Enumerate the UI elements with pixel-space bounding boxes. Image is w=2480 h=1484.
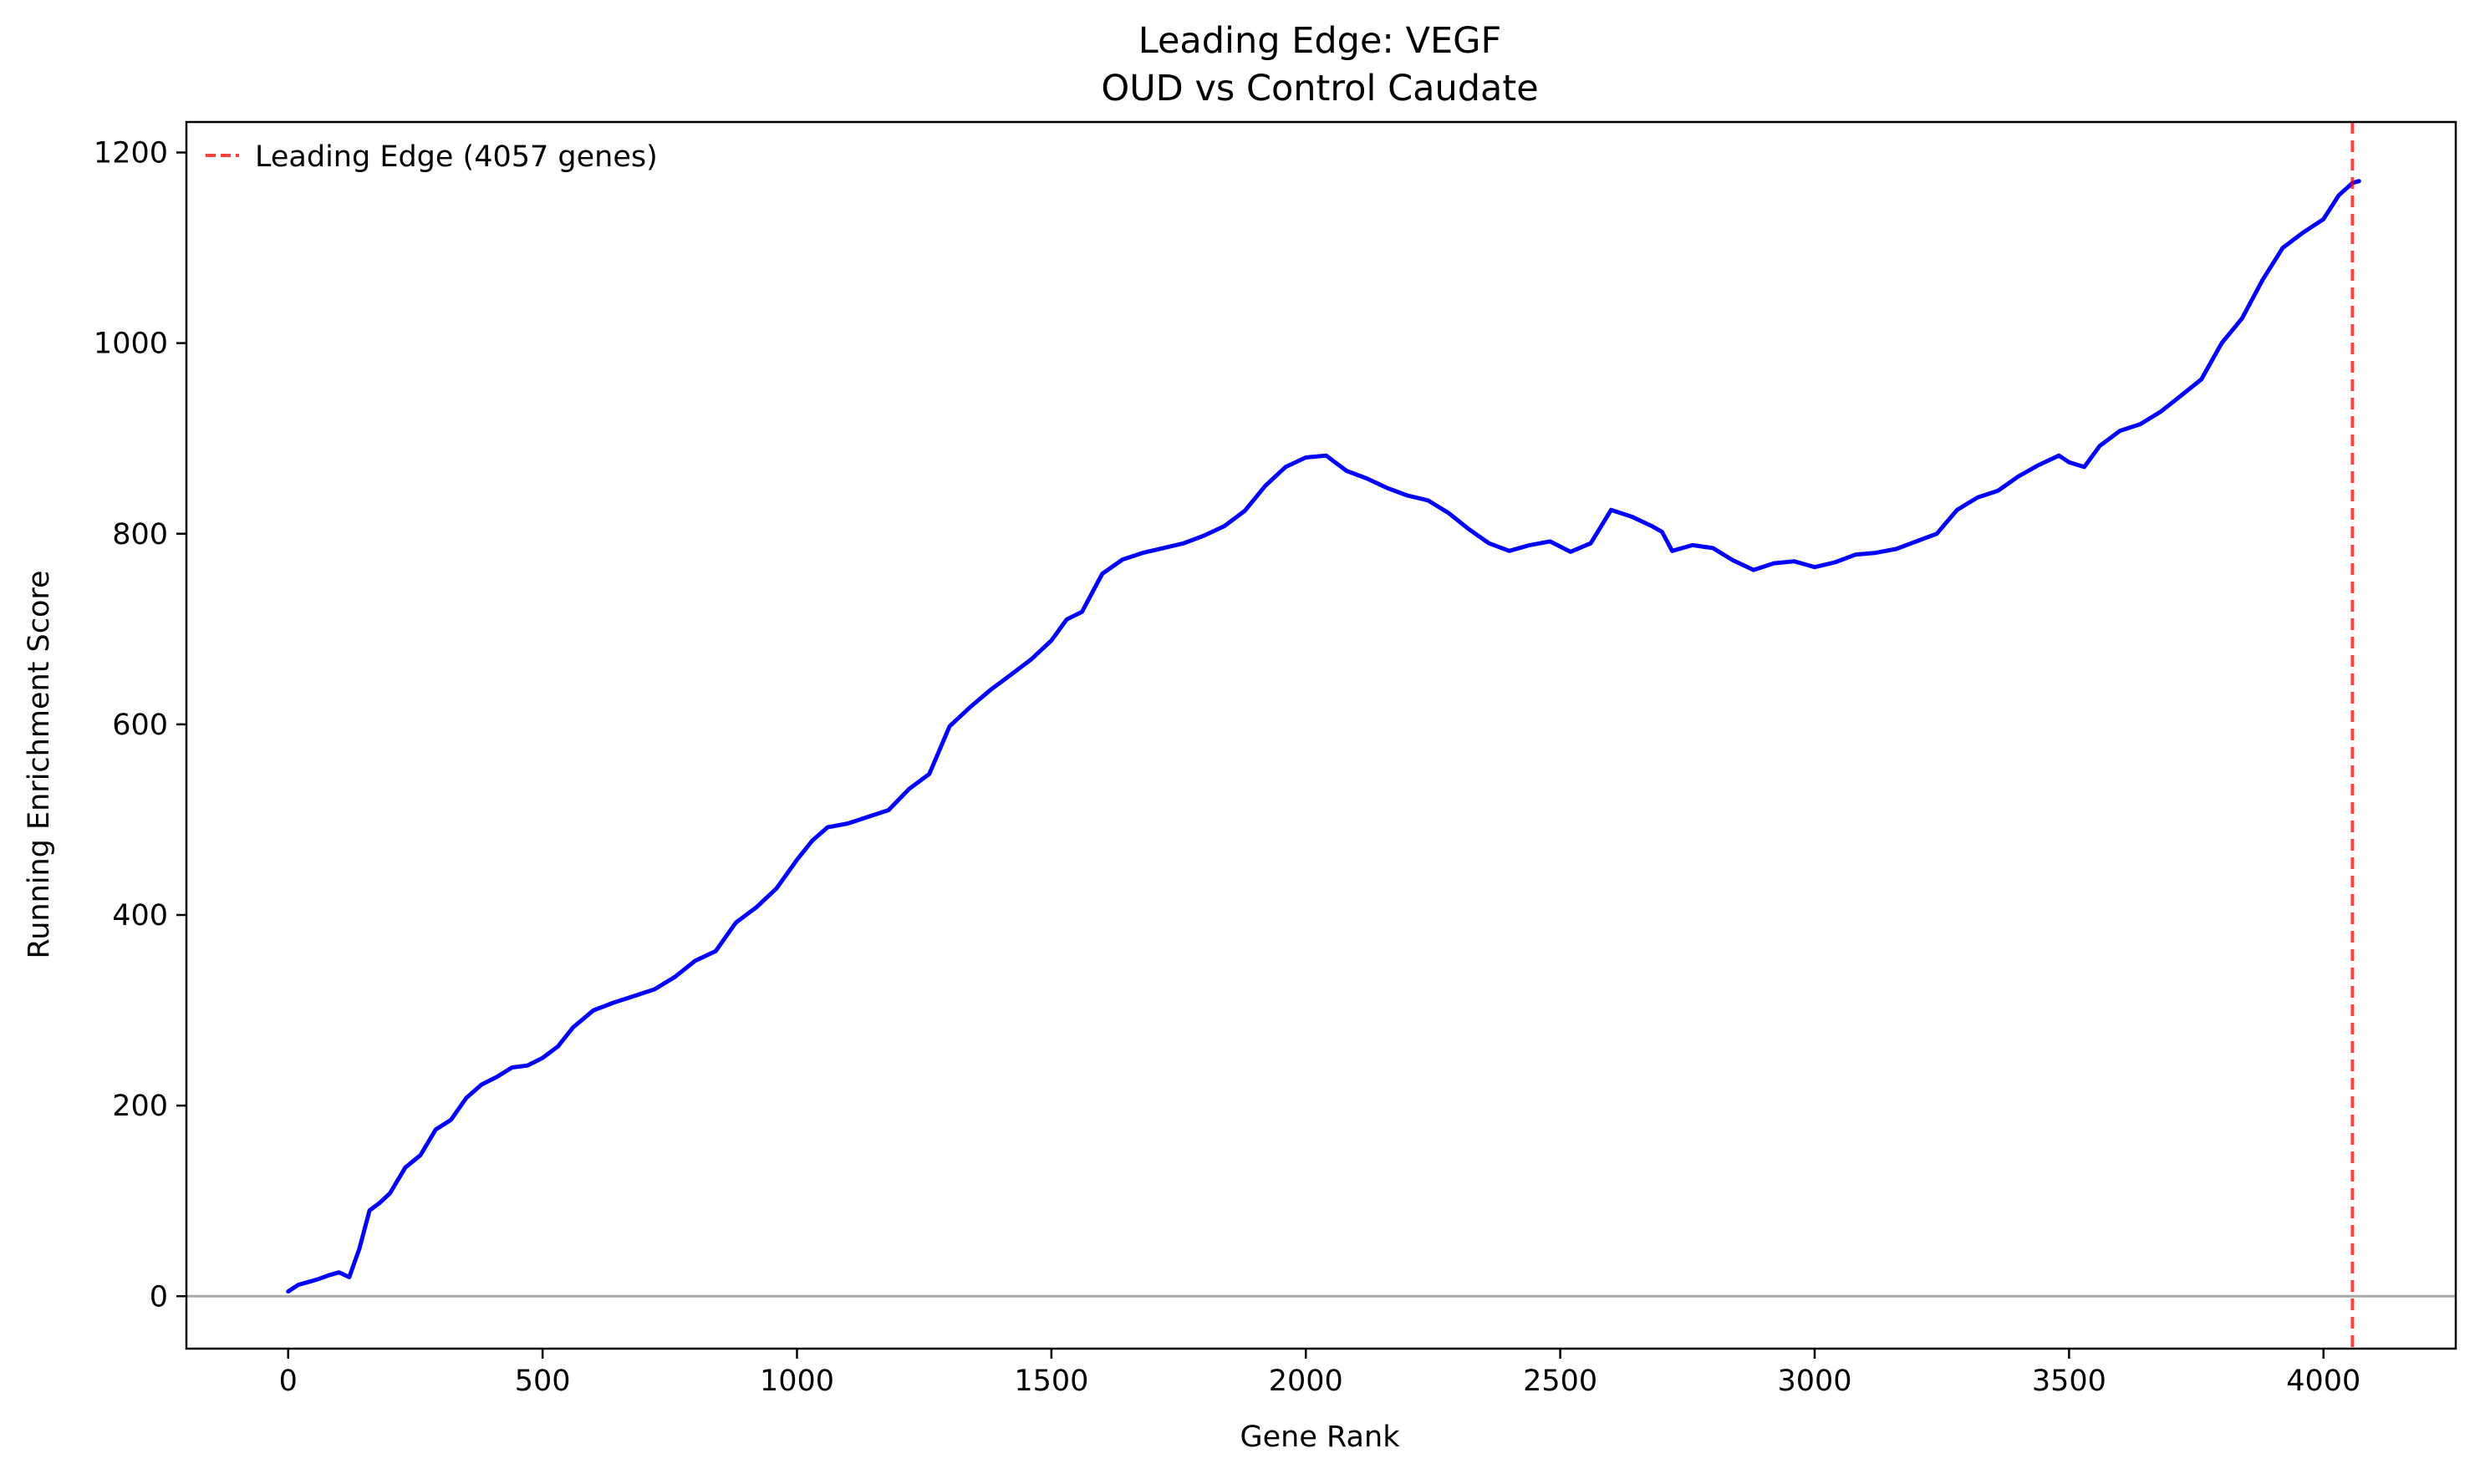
y-tick-label: 600 bbox=[112, 709, 168, 742]
chart-title-line2: OUD vs Control Caudate bbox=[1101, 68, 1538, 109]
x-tick-label: 0 bbox=[279, 1365, 298, 1398]
y-tick-label: 1200 bbox=[94, 137, 168, 170]
x-tick-label: 1500 bbox=[1014, 1365, 1088, 1398]
x-tick-label: 1000 bbox=[760, 1365, 834, 1398]
y-tick-label: 400 bbox=[112, 899, 168, 933]
y-tick-label: 800 bbox=[112, 518, 168, 551]
y-tick-label: 200 bbox=[112, 1090, 168, 1123]
x-tick-label: 3500 bbox=[2032, 1365, 2106, 1398]
x-axis-label: Gene Rank bbox=[1240, 1420, 1401, 1454]
legend: Leading Edge (4057 genes) bbox=[192, 130, 761, 181]
x-tick-label: 500 bbox=[515, 1365, 571, 1398]
legend-label-leading-edge: Leading Edge (4057 genes) bbox=[255, 140, 658, 174]
legend-box bbox=[192, 130, 761, 181]
axes: 0 500 1000 1500 2000 2500 3000 3500 4000 0 200 400 6… bbox=[94, 120, 2457, 1398]
plot-frame bbox=[185, 120, 2457, 1350]
chart-title-line1: Leading Edge: VEGF bbox=[1138, 20, 1501, 62]
y-tick-label: 1000 bbox=[94, 328, 168, 361]
x-tick-label: 2000 bbox=[1269, 1365, 1343, 1398]
x-tick-label: 4000 bbox=[2286, 1365, 2360, 1398]
enrichment-series-line-0 bbox=[286, 179, 2361, 1294]
y-axis-label: Running Enrichment Score bbox=[23, 570, 56, 958]
x-tick-label: 2500 bbox=[1523, 1365, 1597, 1398]
x-tick-label: 3000 bbox=[1777, 1365, 1851, 1398]
y-tick-label: 0 bbox=[150, 1280, 168, 1314]
